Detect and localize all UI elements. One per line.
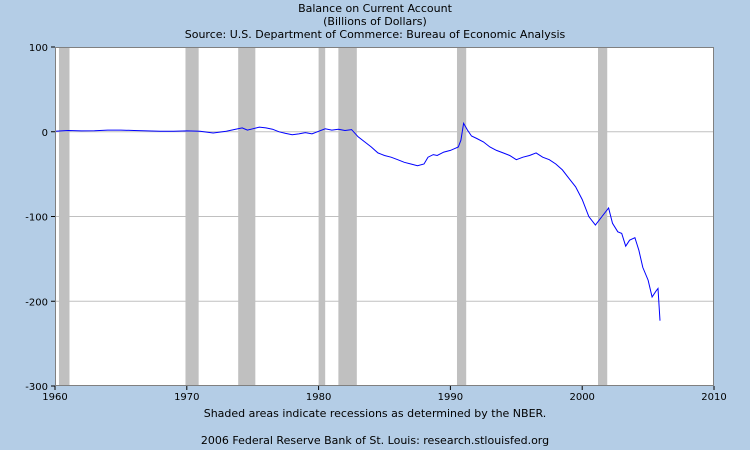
y-tick-label: -100 — [25, 213, 48, 224]
y-tick-label: 0 — [42, 128, 48, 139]
chart-subtitle: (Billions of Dollars) — [323, 15, 427, 28]
x-tick-label: 2000 — [569, 392, 594, 403]
series-layer — [54, 121, 661, 321]
plot-border — [55, 47, 714, 386]
y-axis-ticks: 100 0 -100 -200 -300 — [25, 43, 55, 393]
y-tick-label: 100 — [29, 43, 48, 54]
x-tick-label: 1980 — [306, 392, 331, 403]
y-tick-label: -200 — [25, 297, 48, 308]
series-line — [54, 121, 661, 321]
x-tick-label: 1970 — [174, 392, 199, 403]
x-tick-label: 2010 — [701, 392, 726, 403]
chart-title: Balance on Current Account — [298, 2, 452, 15]
y-tick-label: -300 — [25, 382, 48, 393]
x-tick-label: 1990 — [438, 392, 463, 403]
x-tick-label: 1960 — [42, 392, 67, 403]
recession-note: Shaded areas indicate recessions as dete… — [203, 407, 547, 420]
x-axis-ticks: 1960 1970 1980 1990 2000 2010 — [42, 386, 727, 403]
chart-source: Source: U.S. Department of Commerce: Bur… — [184, 28, 566, 41]
credit-line: 2006 Federal Reserve Bank of St. Louis: … — [200, 434, 550, 447]
